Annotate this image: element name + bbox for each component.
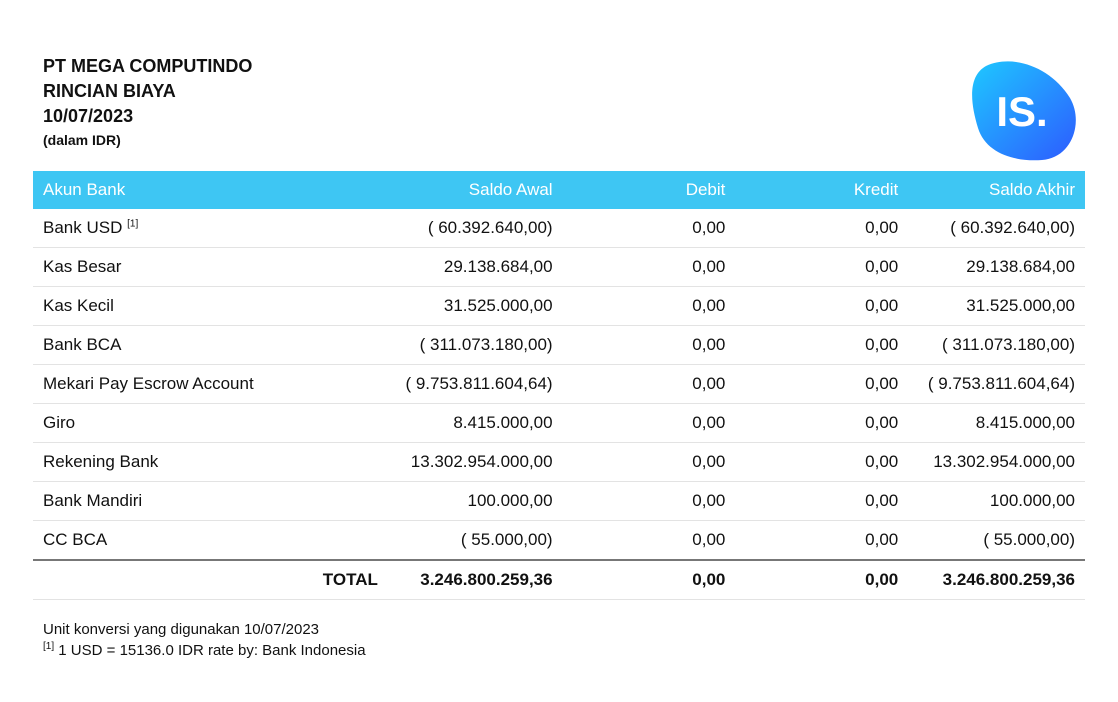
kredit-cell: 0,00 [735,247,909,287]
table-row: Rekening Bank 13.302.954.000,00 0,00 0,0… [33,442,1085,482]
table-row: CC BCA ( 55.000,00) 0,00 0,00 ( 55.000,0… [33,520,1085,561]
saldo-awal-cell: 100.000,00 [387,481,563,521]
saldo-akhir-cell: ( 60.392.640,00) [908,209,1085,248]
account-name: CC BCA [33,520,388,561]
account-name: Bank Mandiri [33,481,388,521]
saldo-awal-cell: 29.138.684,00 [387,247,563,287]
account-name: Rekening Bank [33,442,388,482]
total-debit: 0,00 [562,559,736,600]
saldo-awal-cell: 8.415.000,00 [387,403,563,443]
table-row: Bank BCA ( 311.073.180,00) 0,00 0,00 ( 3… [33,325,1085,365]
report-title: RINCIAN BIAYA [43,81,176,101]
saldo-awal-cell: ( 311.073.180,00) [387,325,563,365]
saldo-akhir-cell: 31.525.000,00 [908,286,1085,326]
column-header-kredit: Kredit [853,180,899,199]
table-row: Mekari Pay Escrow Account ( 9.753.811.60… [33,364,1085,404]
saldo-akhir-cell: 29.138.684,00 [908,247,1085,287]
account-name: Bank USD [43,218,123,237]
account-name-cell: Bank USD [1] [33,209,388,248]
logo-icon: IS. [972,61,1076,161]
saldo-akhir-cell: 100.000,00 [908,481,1085,521]
company-name: PT MEGA COMPUTINDO [43,56,253,76]
account-name: Kas Kecil [33,286,388,326]
table-row: Bank Mandiri 100.000,00 0,00 0,00 100.00… [33,481,1085,521]
report-header: PT MEGA COMPUTINDO RINCIAN BIAYA 10/07/2… [43,54,252,151]
total-saldo-awal: 3.246.800.259,36 [387,559,563,600]
table-row: Kas Besar 29.138.684,00 0,00 0,00 29.138… [33,247,1085,287]
total-row: TOTAL 3.246.800.259,36 0,00 0,00 3.246.8… [33,559,1085,600]
saldo-awal-cell: ( 60.392.640,00) [387,209,563,248]
debit-cell: 0,00 [562,286,736,326]
column-header-akun-bank: Akun Bank [43,180,126,199]
footnote-text: 1 USD = 15136.0 IDR rate by: Bank Indone… [54,642,366,659]
saldo-awal-cell: 13.302.954.000,00 [387,442,563,482]
bank-accounts-table: Akun Bank Saldo Awal Debit Kredit Saldo … [33,171,1085,600]
debit-cell: 0,00 [562,364,736,404]
total-label: TOTAL [33,559,388,600]
footnote-marker: [1] [127,218,139,230]
debit-cell: 0,00 [562,247,736,287]
debit-cell: 0,00 [562,442,736,482]
table-row: Kas Kecil 31.525.000,00 0,00 0,00 31.525… [33,286,1085,326]
kredit-cell: 0,00 [735,520,909,561]
saldo-awal-cell: ( 9.753.811.604,64) [387,364,563,404]
table-header-row: Akun Bank Saldo Awal Debit Kredit Saldo … [33,171,1085,209]
column-header-debit: Debit [685,180,726,199]
debit-cell: 0,00 [562,209,736,248]
kredit-cell: 0,00 [735,481,909,521]
company-logo: IS. [972,58,1078,162]
account-name: Bank BCA [33,325,388,365]
debit-cell: 0,00 [562,403,736,443]
saldo-akhir-cell: 13.302.954.000,00 [908,442,1085,482]
footnote-marker: [1] [43,641,55,652]
saldo-akhir-cell: ( 311.073.180,00) [908,325,1085,365]
kredit-cell: 0,00 [735,364,909,404]
saldo-awal-cell: ( 55.000,00) [387,520,563,561]
saldo-awal-cell: 31.525.000,00 [387,286,563,326]
table-row: Bank USD [1] ( 60.392.640,00) 0,00 0,00 … [33,209,1085,248]
account-name: Kas Besar [33,247,388,287]
column-header-saldo-akhir: Saldo Akhir [989,180,1075,199]
debit-cell: 0,00 [562,481,736,521]
debit-cell: 0,00 [562,520,736,561]
saldo-akhir-cell: ( 9.753.811.604,64) [908,364,1085,404]
debit-cell: 0,00 [562,325,736,365]
logo-text: IS. [996,88,1047,135]
kredit-cell: 0,00 [735,286,909,326]
table-row: Giro 8.415.000,00 0,00 0,00 8.415.000,00 [33,403,1085,443]
account-name: Giro [33,403,388,443]
kredit-cell: 0,00 [735,209,909,248]
account-name: Mekari Pay Escrow Account [33,364,388,404]
kredit-cell: 0,00 [735,325,909,365]
total-saldo-akhir: 3.246.800.259,36 [908,559,1085,600]
conversion-note: Unit konversi yang digunakan 10/07/2023 [43,621,320,638]
footer-notes: Unit konversi yang digunakan 10/07/2023 … [43,619,366,661]
currency-note: (dalam IDR) [43,132,121,148]
report-date: 10/07/2023 [43,106,134,126]
column-header-saldo-awal: Saldo Awal [468,180,553,199]
kredit-cell: 0,00 [735,442,909,482]
saldo-akhir-cell: ( 55.000,00) [908,520,1085,561]
exchange-rate-footnote: [1] 1 USD = 15136.0 IDR rate by: Bank In… [43,640,366,661]
total-kredit: 0,00 [735,559,909,600]
kredit-cell: 0,00 [735,403,909,443]
saldo-akhir-cell: 8.415.000,00 [908,403,1085,443]
